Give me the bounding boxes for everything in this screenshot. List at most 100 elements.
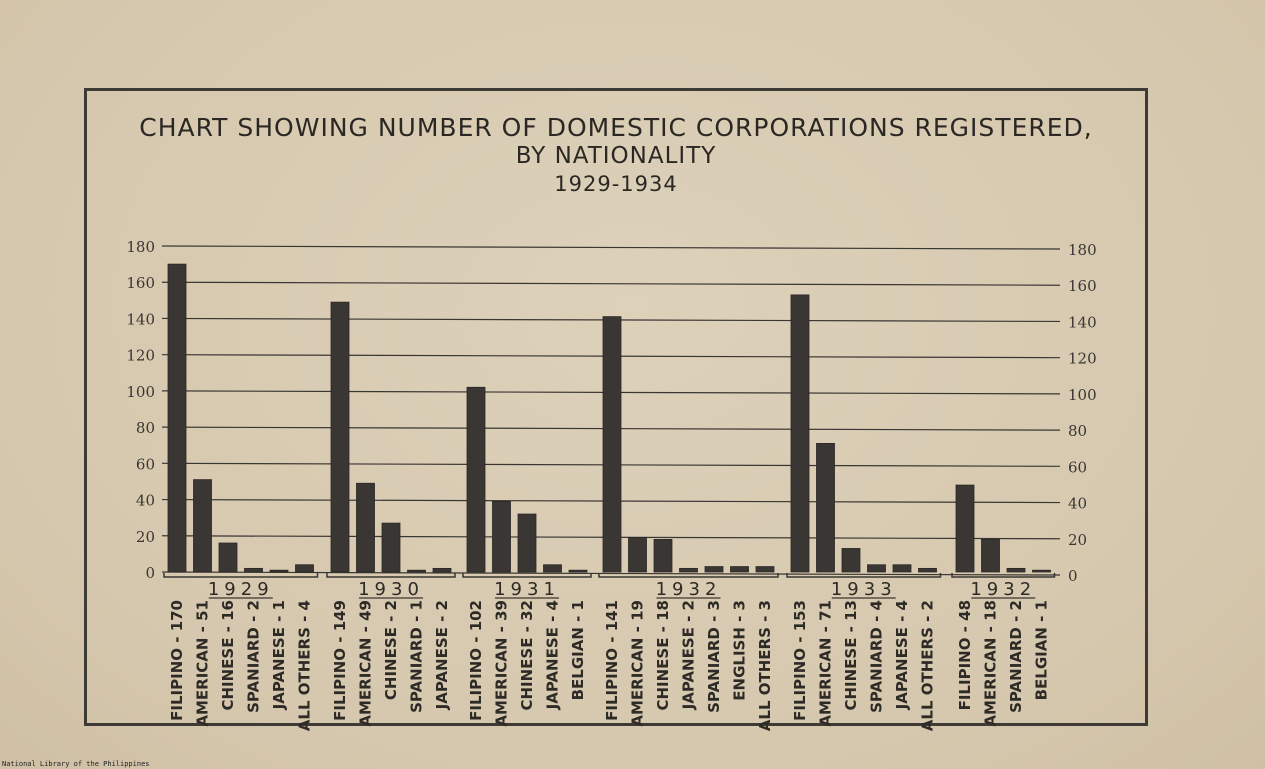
bar (602, 316, 622, 573)
category-label: FILIPINO - 141 (603, 600, 621, 721)
bar (381, 522, 401, 573)
category-label: CHINESE - 18 (654, 600, 672, 711)
y-tick-label-right: 40 (1068, 495, 1087, 513)
y-tick-label-left: 140 (126, 310, 155, 328)
bar (330, 301, 350, 573)
bar (1032, 569, 1051, 573)
bar (730, 566, 749, 573)
category-label: JAPANESE - 2 (680, 600, 698, 710)
chart-frame (84, 88, 1148, 726)
gridline (161, 245, 1061, 250)
y-tick-label-left: 80 (136, 419, 155, 437)
category-label: AMERICAN - 49 (357, 600, 375, 727)
bar (790, 294, 810, 573)
category-label: JAPANESE - 4 (544, 600, 562, 710)
y-tick-label-right: 140 (1068, 313, 1097, 331)
group-bracket (163, 573, 319, 578)
category-label: AMERICAN - 19 (629, 600, 647, 727)
y-tick-label-left: 60 (136, 455, 155, 473)
category-label: JAPANESE - 2 (433, 600, 451, 710)
group-bracket (598, 573, 779, 578)
y-tick-label-left: 100 (126, 383, 155, 401)
bar (704, 566, 724, 573)
category-label: BELGIAN - 1 (1033, 600, 1051, 700)
group-bracket (786, 573, 942, 578)
bar (432, 567, 452, 573)
bar (269, 569, 289, 573)
category-label: SPANIARD - 3 (705, 600, 723, 713)
category-label: ENGLISH - 3 (731, 600, 749, 701)
bar (492, 500, 511, 573)
bar (679, 567, 698, 573)
bar (653, 539, 673, 573)
y-tick-label-left: 0 (145, 564, 155, 582)
bar (244, 567, 263, 573)
bar (568, 569, 588, 573)
category-label: CHINESE - 32 (518, 600, 536, 711)
y-tick-label-right: 60 (1068, 458, 1087, 476)
bar (981, 539, 1000, 573)
category-label: ALL OTHERS - 3 (756, 600, 774, 731)
bar (955, 484, 975, 573)
y-tick-label-right: 80 (1068, 422, 1087, 440)
bar (628, 537, 647, 573)
group-bracket (326, 573, 456, 578)
y-tick-label-left: 20 (136, 528, 155, 546)
bar (295, 564, 314, 573)
gridline (161, 571, 1061, 576)
bar (218, 542, 238, 573)
bar (543, 564, 562, 573)
category-label: CHINESE - 16 (219, 600, 237, 711)
category-label: AMERICAN - 71 (817, 600, 835, 727)
category-label: FILIPINO - 102 (467, 600, 485, 721)
category-label: AMERICAN - 51 (194, 600, 212, 727)
category-label: JAPANESE - 1 (270, 600, 288, 710)
year-label: 1931 (494, 579, 560, 600)
category-label: FILIPINO - 149 (331, 600, 349, 721)
category-label: AMERICAN - 39 (493, 600, 511, 727)
bar (892, 564, 912, 573)
category-label: FILIPINO - 170 (168, 600, 186, 721)
y-tick-label-right: 160 (1068, 277, 1097, 295)
y-tick-label-left: 120 (126, 347, 155, 365)
y-tick-label-left: 180 (126, 238, 155, 256)
y-tick-label-right: 100 (1068, 386, 1097, 404)
bar (167, 263, 187, 573)
y-tick-label-right: 180 (1068, 241, 1097, 259)
category-label: FILIPINO - 48 (956, 600, 974, 710)
year-label: 1929 (208, 579, 274, 600)
category-label: JAPANESE - 4 (893, 600, 911, 710)
category-label: CHINESE - 13 (842, 600, 860, 711)
y-tick-label-left: 160 (126, 274, 155, 292)
category-label: SPANIARD - 1 (408, 600, 426, 713)
footer-credit: National Library of the Philippines (2, 760, 150, 768)
year-label: 1933 (831, 579, 897, 600)
category-label: FILIPINO - 153 (791, 600, 809, 721)
category-label: SPANIARD - 2 (245, 600, 263, 713)
chart-title: CHART SHOWING NUMBER OF DOMESTIC CORPORA… (139, 113, 1093, 142)
category-label: SPANIARD - 4 (868, 600, 886, 713)
chart-subtitle: BY NATIONALITY (515, 143, 717, 169)
bar (466, 386, 486, 573)
category-label: ALL OTHERS - 2 (919, 600, 937, 731)
bar (867, 564, 886, 573)
category-label: SPANIARD - 2 (1007, 600, 1025, 713)
chart-period: 1929-1934 (554, 172, 678, 196)
bar (407, 569, 426, 573)
year-label: 1930 (358, 579, 424, 600)
bar (356, 482, 375, 573)
group-bracket (951, 573, 1056, 578)
bar (1006, 567, 1026, 573)
y-tick-label-right: 120 (1068, 350, 1097, 368)
category-label: BELGIAN - 1 (569, 600, 587, 700)
bar (517, 513, 537, 573)
y-tick-label-left: 40 (136, 492, 155, 510)
bar (841, 548, 861, 573)
group-bracket (462, 573, 592, 578)
category-label: AMERICAN - 18 (982, 600, 1000, 727)
y-tick-label-right: 20 (1068, 531, 1087, 549)
y-tick-label-right: 0 (1068, 567, 1078, 585)
bar (816, 443, 835, 573)
